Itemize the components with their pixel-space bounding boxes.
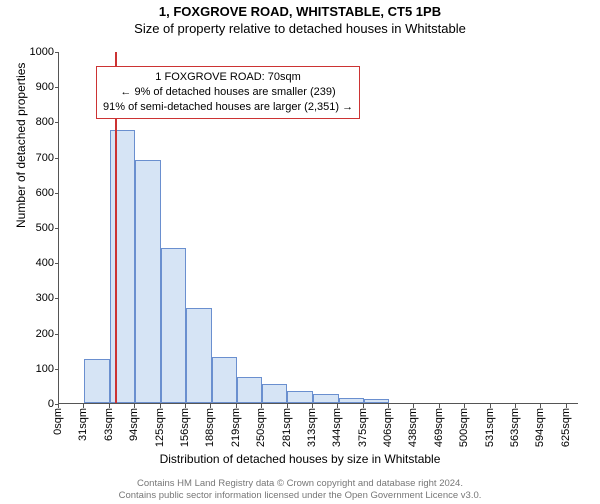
x-tick-mark bbox=[160, 404, 161, 408]
info-line-size: 1 FOXGROVE ROAD: 70sqm bbox=[103, 70, 353, 85]
x-tick-label: 156sqm bbox=[179, 408, 191, 447]
x-tick-mark bbox=[566, 404, 567, 408]
footer-line-1: Contains HM Land Registry data © Crown c… bbox=[0, 478, 600, 490]
histogram-bar bbox=[287, 391, 313, 403]
y-tick-label: 900 bbox=[14, 81, 54, 93]
y-tick-label: 600 bbox=[14, 187, 54, 199]
y-tick-mark bbox=[55, 52, 59, 53]
x-tick-label: 375sqm bbox=[357, 408, 369, 447]
x-tick-mark bbox=[109, 404, 110, 408]
histogram-bar bbox=[364, 399, 389, 403]
y-tick-mark bbox=[55, 298, 59, 299]
y-tick-label: 300 bbox=[14, 292, 54, 304]
x-tick-mark bbox=[185, 404, 186, 408]
x-tick-label: 625sqm bbox=[560, 408, 572, 447]
x-tick-label: 500sqm bbox=[458, 408, 470, 447]
x-tick-mark bbox=[490, 404, 491, 408]
page-title-description: Size of property relative to detached ho… bbox=[0, 21, 600, 36]
x-tick-mark bbox=[363, 404, 364, 408]
histogram-bar bbox=[237, 377, 262, 403]
attribution-footer: Contains HM Land Registry data © Crown c… bbox=[0, 478, 600, 502]
x-tick-label: 94sqm bbox=[128, 408, 140, 441]
page-title-address: 1, FOXGROVE ROAD, WHITSTABLE, CT5 1PB bbox=[0, 4, 600, 19]
x-tick-mark bbox=[236, 404, 237, 408]
x-tick-label: 188sqm bbox=[204, 408, 216, 447]
x-tick-mark bbox=[210, 404, 211, 408]
y-tick-mark bbox=[55, 122, 59, 123]
info-line-larger: 91% of semi-detached houses are larger (… bbox=[103, 100, 353, 115]
x-tick-label: 313sqm bbox=[306, 408, 318, 447]
x-tick-label: 219sqm bbox=[230, 408, 242, 447]
x-tick-label: 250sqm bbox=[255, 408, 267, 447]
y-tick-label: 400 bbox=[14, 257, 54, 269]
y-tick-mark bbox=[55, 87, 59, 88]
x-tick-label: 563sqm bbox=[509, 408, 521, 447]
x-tick-label: 0sqm bbox=[52, 408, 64, 435]
y-tick-mark bbox=[55, 369, 59, 370]
histogram-bar bbox=[339, 398, 364, 403]
y-tick-label: 800 bbox=[14, 116, 54, 128]
x-tick-mark bbox=[312, 404, 313, 408]
y-tick-mark bbox=[55, 263, 59, 264]
y-tick-label: 200 bbox=[14, 328, 54, 340]
x-tick-label: 469sqm bbox=[433, 408, 445, 447]
x-tick-mark bbox=[540, 404, 541, 408]
x-tick-mark bbox=[261, 404, 262, 408]
x-tick-label: 531sqm bbox=[484, 408, 496, 447]
histogram-bar bbox=[313, 394, 338, 403]
x-tick-mark bbox=[287, 404, 288, 408]
x-tick-mark bbox=[388, 404, 389, 408]
y-tick-label: 500 bbox=[14, 222, 54, 234]
histogram-bar bbox=[84, 359, 110, 403]
x-tick-mark bbox=[515, 404, 516, 408]
x-tick-mark bbox=[413, 404, 414, 408]
histogram-bar bbox=[186, 308, 212, 403]
x-tick-mark bbox=[337, 404, 338, 408]
histogram-bar bbox=[262, 384, 287, 403]
property-info-box: 1 FOXGROVE ROAD: 70sqm ← 9% of detached … bbox=[96, 66, 360, 119]
histogram-bar bbox=[135, 160, 160, 403]
x-tick-mark bbox=[439, 404, 440, 408]
x-tick-label: 63sqm bbox=[103, 408, 115, 441]
y-tick-mark bbox=[55, 193, 59, 194]
y-tick-mark bbox=[55, 334, 59, 335]
y-tick-label: 100 bbox=[14, 363, 54, 375]
x-tick-mark bbox=[58, 404, 59, 408]
histogram-chart: 1 FOXGROVE ROAD: 70sqm ← 9% of detached … bbox=[58, 52, 578, 404]
histogram-bar bbox=[161, 248, 186, 403]
x-tick-label: 406sqm bbox=[382, 408, 394, 447]
y-tick-label: 0 bbox=[14, 398, 54, 410]
x-tick-label: 31sqm bbox=[77, 408, 89, 441]
x-tick-label: 125sqm bbox=[154, 408, 166, 447]
info-line-smaller: ← 9% of detached houses are smaller (239… bbox=[103, 85, 353, 100]
x-tick-mark bbox=[134, 404, 135, 408]
x-tick-label: 344sqm bbox=[331, 408, 343, 447]
x-tick-label: 281sqm bbox=[281, 408, 293, 447]
footer-line-2: Contains public sector information licen… bbox=[0, 490, 600, 502]
x-tick-label: 594sqm bbox=[534, 408, 546, 447]
x-tick-label: 438sqm bbox=[407, 408, 419, 447]
x-axis-label: Distribution of detached houses by size … bbox=[0, 452, 600, 466]
histogram-bar bbox=[212, 357, 237, 403]
y-tick-mark bbox=[55, 158, 59, 159]
y-tick-mark bbox=[55, 228, 59, 229]
x-tick-mark bbox=[83, 404, 84, 408]
y-tick-label: 1000 bbox=[14, 46, 54, 58]
x-tick-mark bbox=[464, 404, 465, 408]
y-tick-label: 700 bbox=[14, 152, 54, 164]
